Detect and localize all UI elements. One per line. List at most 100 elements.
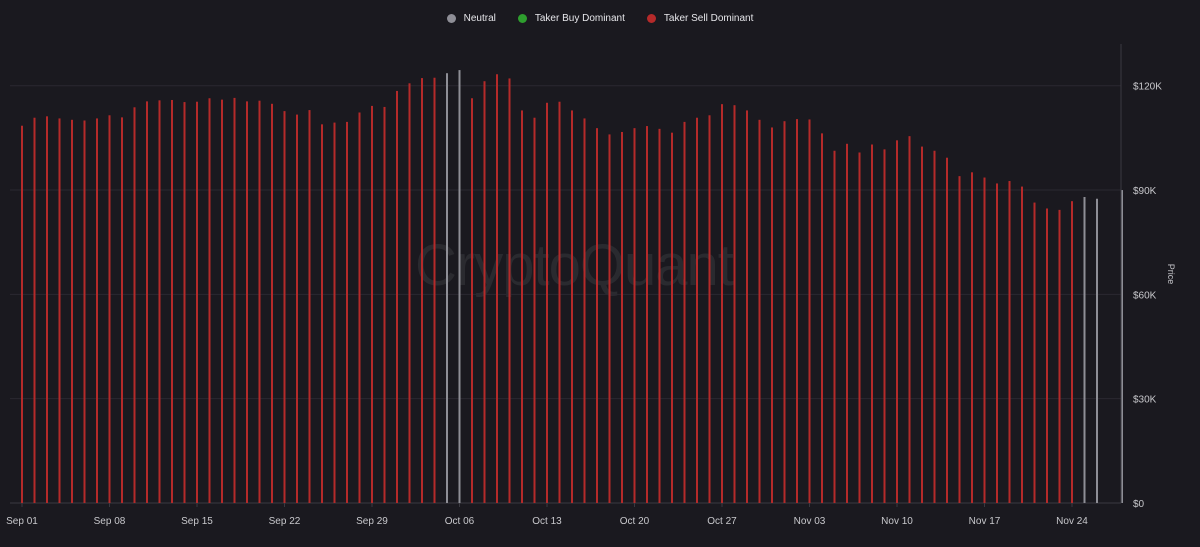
price-bar[interactable] [921,146,923,504]
legend-item-taker-sell-dominant[interactable]: Taker Sell Dominant [646,13,753,24]
price-bar[interactable] [608,134,611,503]
price-bar[interactable] [1033,202,1036,503]
price-bar[interactable] [246,101,248,503]
price-bar[interactable] [396,90,398,504]
price-bar[interactable] [1021,186,1023,503]
price-bar[interactable] [1083,197,1086,503]
price-bar[interactable] [121,117,123,503]
price-bar[interactable] [858,152,861,503]
price-bar[interactable] [433,77,436,503]
price-bar[interactable] [721,104,723,504]
y-tick-label: $30K [1133,395,1157,406]
price-bar[interactable] [658,128,661,503]
price-bar[interactable] [771,127,773,504]
price-bar[interactable] [208,98,211,503]
price-bar[interactable] [283,111,286,504]
price-bar[interactable] [258,100,261,504]
price-bar[interactable] [1071,201,1073,503]
price-bar[interactable] [971,172,973,503]
price-bar[interactable] [96,118,98,503]
price-bar[interactable] [571,110,573,504]
price-bar[interactable] [758,119,761,504]
price-bar[interactable] [421,78,423,503]
price-bar[interactable] [533,117,536,503]
legend-item-neutral[interactable]: Neutral [446,13,496,24]
price-bar[interactable] [333,122,336,503]
price-bar[interactable] [671,132,673,503]
price-bar[interactable] [683,121,686,504]
price-bar[interactable] [933,150,936,504]
price-bar[interactable] [946,157,948,503]
price-bar[interactable] [296,114,298,504]
price-bar[interactable] [746,110,748,504]
x-tick-label: Oct 13 [532,516,562,527]
price-bar[interactable] [546,102,548,504]
price-bar[interactable] [408,83,411,503]
price-bar[interactable] [146,101,148,503]
price-bar[interactable] [221,99,223,504]
price-bar[interactable] [496,74,498,504]
price-bar[interactable] [1008,181,1011,503]
legend-label-taker-buy-dominant: Taker Buy Dominant [534,13,625,24]
x-tick-label: Sep 29 [356,516,388,527]
price-bar[interactable] [958,176,961,504]
price-bar[interactable] [471,98,473,503]
price-bar[interactable] [1058,209,1061,503]
price-bar[interactable] [1121,190,1123,503]
price-bar[interactable] [371,105,373,504]
price-bar[interactable] [596,128,598,503]
price-bar[interactable] [521,110,523,504]
price-bar[interactable] [321,124,323,503]
price-bar[interactable] [346,121,348,504]
price-bar[interactable] [621,131,623,503]
price-bar[interactable] [158,100,161,503]
price-bar[interactable] [583,118,586,503]
price-bar[interactable] [696,117,698,503]
price-bar[interactable] [821,133,823,503]
price-bar[interactable] [708,115,711,503]
price-bar[interactable] [1096,198,1098,503]
price-bar[interactable] [196,101,198,504]
price-bar[interactable] [446,73,448,503]
price-bar[interactable] [458,70,461,504]
price-bar[interactable] [21,125,23,503]
price-bar[interactable] [33,117,36,503]
price-bar[interactable] [796,119,798,503]
price-bar[interactable] [883,149,886,503]
price-bar[interactable] [183,102,186,503]
price-bar[interactable] [271,103,273,504]
price-bar[interactable] [308,110,311,504]
price-bar[interactable] [233,97,236,503]
price-bar[interactable] [358,112,361,504]
price-bar[interactable] [108,115,111,503]
x-tick-label: Oct 20 [620,516,650,527]
price-bar[interactable] [383,106,386,504]
price-bar[interactable] [983,177,986,503]
price-bar[interactable] [1046,208,1048,503]
legend: Neutral Taker Buy Dominant Taker Sell Do… [0,13,1200,24]
price-bar[interactable] [483,81,486,503]
legend-item-taker-buy-dominant[interactable]: Taker Buy Dominant [517,13,625,24]
price-bar[interactable] [558,101,561,504]
price-bar[interactable] [633,128,636,503]
price-bar[interactable] [58,118,61,503]
price-bar[interactable] [896,140,898,504]
price-bar[interactable] [646,126,648,504]
price-bar[interactable] [846,143,848,503]
price-bar[interactable] [171,99,173,503]
price-bar[interactable] [871,144,873,504]
legend-dot-taker-sell-dominant [646,14,656,23]
price-bar[interactable] [71,119,73,504]
price-bar[interactable] [133,107,136,503]
price-bar[interactable] [508,78,511,504]
price-bar[interactable] [733,105,736,503]
x-tick-label: Nov 03 [794,516,826,527]
price-bar[interactable] [808,119,811,503]
price-bar[interactable] [83,120,86,504]
price-bar[interactable] [908,136,911,504]
price-bar[interactable] [833,150,836,504]
price-bar[interactable] [46,116,48,503]
price-bar[interactable] [783,121,786,503]
price-bar[interactable] [996,183,998,503]
